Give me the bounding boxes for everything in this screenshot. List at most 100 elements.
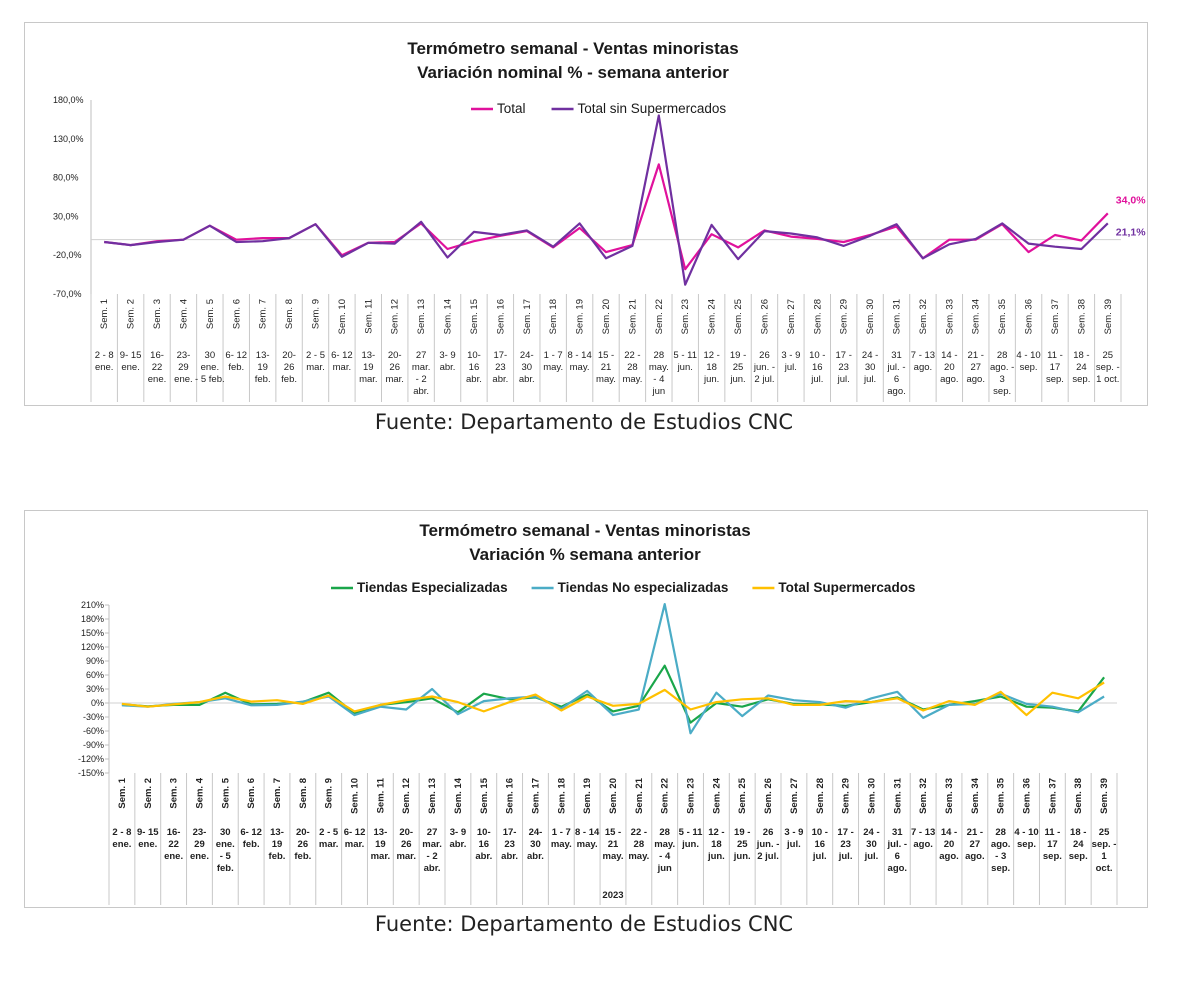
week-label: Sem. 33	[944, 299, 955, 334]
date-label: ene.	[148, 374, 167, 385]
week-label: Sem. 28	[815, 778, 826, 814]
date-label: 18	[706, 362, 717, 373]
legend-label-2: Total sin Supermercados	[578, 101, 727, 116]
date-label: ene.	[138, 839, 157, 850]
date-label: 14 -	[941, 350, 957, 361]
date-label: ago.	[991, 839, 1011, 850]
date-label: mar.	[359, 374, 377, 385]
date-label: 19	[257, 362, 268, 373]
date-label: sep. -	[1096, 362, 1120, 373]
date-label: jul.	[786, 839, 801, 850]
date-label: sep.	[991, 863, 1010, 874]
week-label: Sem. 4	[194, 777, 205, 808]
week-label: Sem. 38	[1073, 778, 1084, 814]
week-label: Sem. 10	[350, 778, 361, 814]
date-label: 3- 9	[450, 827, 466, 838]
chart-panel-2: Termómetro semanal - Ventas minoristas V…	[24, 510, 1148, 908]
week-label: Sem. 37	[1050, 299, 1061, 334]
date-label: 17-	[493, 350, 507, 361]
date-label: ago.	[913, 839, 933, 850]
week-label: Sem. 17	[530, 778, 541, 814]
date-label: 27	[970, 839, 981, 850]
date-label: abr.	[413, 386, 429, 397]
date-label: jul.	[812, 851, 827, 862]
date-label: 15 -	[605, 827, 621, 838]
date-label: 6- 12	[225, 350, 247, 361]
date-label: 21 -	[968, 350, 984, 361]
date-label: abr.	[492, 374, 508, 385]
date-label: ago.	[965, 851, 985, 862]
date-label: 31	[891, 350, 902, 361]
date-label: 27	[427, 827, 438, 838]
week-label: Sem. 20	[601, 299, 612, 334]
week-label: Sem. 36	[1024, 299, 1035, 334]
date-label: 2 jul.	[757, 851, 779, 862]
date-label: 18 -	[1070, 827, 1086, 838]
week-label: Sem. 9	[324, 778, 335, 809]
date-label: mar.	[385, 374, 403, 385]
week-label: Sem. 3	[152, 299, 163, 329]
date-label: 10 -	[809, 350, 825, 361]
date-label: 31	[892, 827, 903, 838]
date-label: jun.	[681, 839, 699, 850]
date-label: - 5 feb.	[195, 374, 225, 385]
week-label: Sem. 14	[443, 299, 454, 334]
date-label: jul.	[837, 374, 850, 385]
date-label: 24	[1073, 839, 1084, 850]
y-tick-label: 30%	[86, 684, 104, 694]
date-label: - 4	[653, 374, 664, 385]
date-label: 20-	[282, 350, 296, 361]
week-label: Sem. 4	[178, 299, 189, 329]
week-label: Sem. 8	[284, 299, 295, 329]
date-label: 13-	[374, 827, 388, 838]
date-label: jun	[657, 863, 672, 874]
week-label: Sem. 8	[298, 778, 309, 809]
date-label: ago.	[966, 374, 985, 385]
date-label: 23	[504, 839, 515, 850]
date-label: 2 - 8	[95, 350, 114, 361]
date-label: 17	[1047, 839, 1058, 850]
date-label: 2 - 5	[319, 827, 339, 838]
date-label: 16-	[167, 827, 181, 838]
week-label: Sem. 6	[231, 299, 242, 329]
week-label: Sem. 25	[733, 299, 744, 334]
week-label: Sem. 2	[126, 299, 137, 329]
week-label: Sem. 28	[812, 299, 823, 334]
date-label: 18 -	[1073, 350, 1089, 361]
week-label: Sem. 13	[416, 299, 427, 334]
date-label: 1 - 7	[552, 827, 571, 838]
date-label: - 2	[416, 374, 427, 385]
source-note-2: Fuente: Departamento de Estudios CNC	[374, 912, 794, 936]
date-label: jun.	[729, 374, 745, 385]
week-label: Sem. 9	[310, 299, 321, 329]
date-label: 16	[812, 362, 823, 373]
series-line-2	[121, 602, 1105, 735]
date-label: may.	[654, 839, 675, 850]
week-label: Sem. 37	[1047, 778, 1058, 814]
y-tick-label: 130,0%	[53, 134, 84, 144]
week-label: Sem. 35	[996, 777, 1007, 814]
week-label: Sem. 15	[479, 777, 490, 814]
week-label: Sem. 39	[1103, 299, 1114, 334]
date-label: 19 -	[730, 350, 746, 361]
date-label: 5 - 11	[679, 827, 703, 838]
date-label: 4 - 10	[1016, 350, 1040, 361]
date-label: 6	[895, 851, 900, 862]
legend-label-3: Total Supermercados	[778, 580, 915, 595]
series-line-3	[121, 681, 1105, 717]
data-label-2: 21,1%	[1116, 226, 1146, 238]
date-label: mar.	[306, 362, 324, 373]
date-label: 19	[363, 362, 374, 373]
date-label: mar.	[333, 362, 351, 373]
date-label: 23	[840, 839, 851, 850]
date-label: abr.	[424, 863, 441, 874]
week-label: Sem. 34	[971, 299, 982, 334]
date-label: jul. -	[887, 362, 906, 373]
line-chart-1: Termómetro semanal - Ventas minoristas V…	[53, 39, 1146, 402]
date-label: mar.	[396, 851, 416, 862]
week-label: Sem. 29	[839, 299, 850, 334]
date-label: 14 -	[941, 827, 957, 838]
date-label: sep. -	[1092, 839, 1117, 850]
date-label: may.	[622, 374, 642, 385]
date-label: 16-	[150, 350, 164, 361]
